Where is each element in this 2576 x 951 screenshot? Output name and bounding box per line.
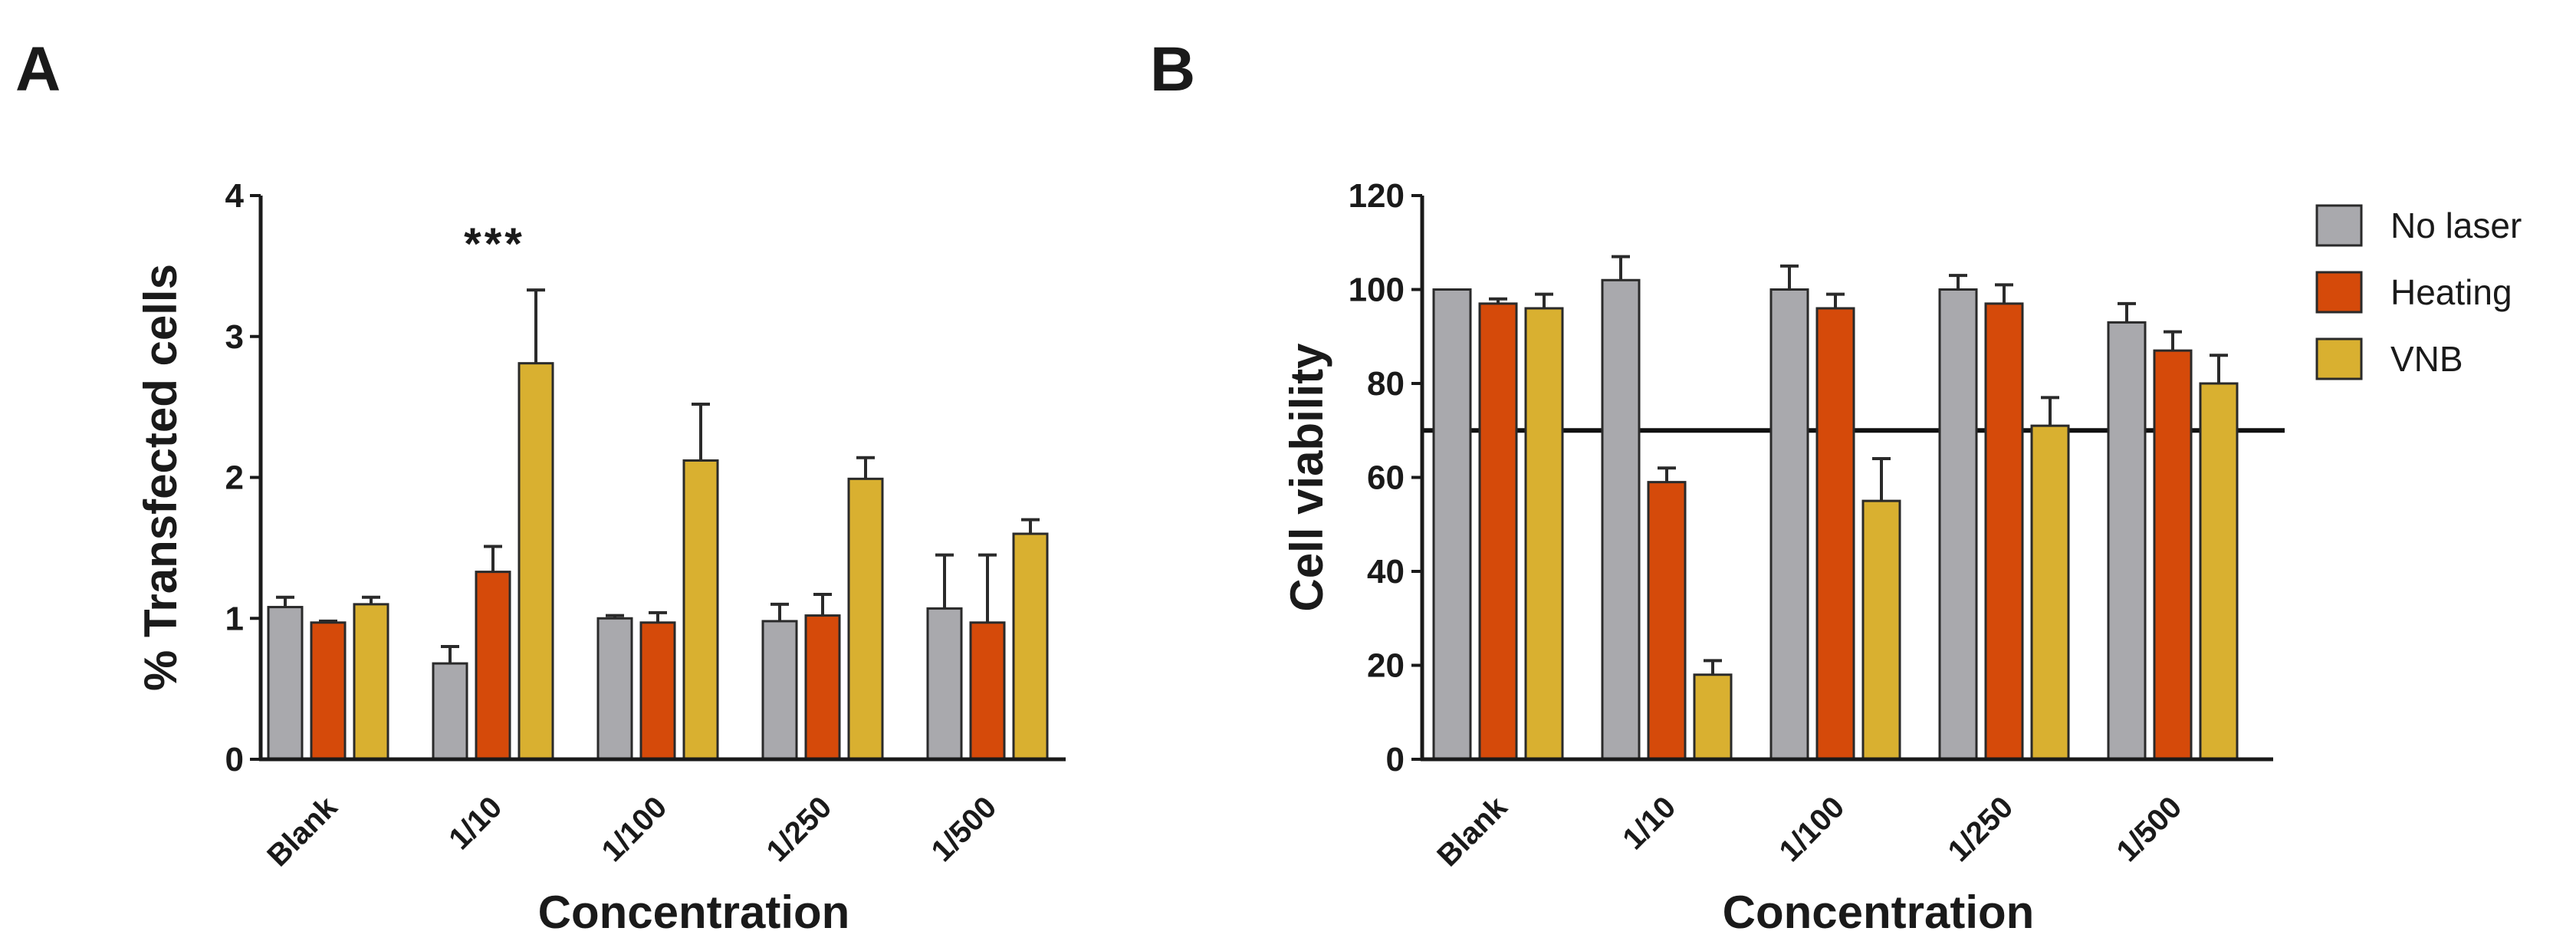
y-tick-label-3: 3 [225,318,244,356]
y-tick-label-100: 100 [1349,271,1405,309]
bar-vnb-1-500 [2199,382,2239,761]
bar-no-laser-1-100 [1769,288,1809,761]
x-tick-label-1-500: 1/500 [925,790,1003,868]
bar-no-laser-1-10 [1601,278,1641,761]
significance-marker-1-10: *** [464,219,525,269]
bar-heating-1-250 [804,614,841,761]
bar-vnb-1-250 [2030,424,2070,761]
y-tick-label-40: 40 [1367,553,1405,591]
bar-heating-1-500 [969,621,1006,761]
bar-vnb-blank [1524,307,1564,761]
y-tick-label-4: 4 [225,177,245,215]
legend-swatch-heating [2315,271,2363,314]
legend-label-heating: Heating [2390,272,2512,312]
bar-heating-1-250 [1984,302,2024,761]
x-axis-title: Concentration [538,887,850,938]
x-tick-label-blank: Blank [1431,790,1514,874]
bar-no-laser-blank [267,606,304,761]
bar-no-laser-1-500 [926,607,963,761]
bar-heating-blank [1478,302,1518,761]
panel-label-a: A [15,35,61,104]
x-tick-label-1-250: 1/250 [1941,790,2019,868]
x-tick-label-1-100: 1/100 [1773,790,1851,868]
bar-heating-blank [310,621,347,761]
bar-vnb-1-250 [847,477,884,761]
bar-vnb-1-500 [1012,532,1049,761]
bar-vnb-1-10 [518,362,554,761]
bar-heating-1-10 [475,571,511,761]
bar-no-laser-1-100 [596,617,633,761]
legend: No laser Heating VNB [2315,204,2522,380]
x-tick-label-blank: Blank [261,790,344,874]
bar-no-laser-1-250 [1938,288,1978,761]
bar-no-laser-1-500 [2107,321,2147,761]
y-tick-label-60: 60 [1367,459,1405,497]
legend-label-no-laser: No laser [2390,206,2522,245]
y-tick-label-0: 0 [225,741,244,778]
x-tick-label-1-500: 1/500 [2110,790,2188,868]
bar-heating-1-100 [639,621,676,761]
x-axis-title: Concentration [1723,887,2035,938]
x-tick-label-1-250: 1/250 [760,790,838,868]
y-tick-label-20: 20 [1367,647,1405,685]
bar-heating-1-100 [1815,307,1855,761]
legend-swatch-no-laser [2315,204,2363,247]
x-tick-label-1-10: 1/10 [442,790,508,856]
bar-heating-1-10 [1647,481,1687,761]
x-tick-label-1-100: 1/100 [595,790,673,868]
legend-swatch-vnb [2315,337,2363,380]
y-tick-label-1: 1 [225,600,244,637]
y-axis-title: Cell viability [1281,343,1332,612]
bar-vnb-1-100 [682,459,719,761]
y-tick-label-0: 0 [1386,741,1405,778]
chart-a-transfected-cells: Blank 1/10 1/100 1/250 1/500 0 1 2 3 4 % Transfect… [135,177,1066,938]
chart-b-cell-viability: Blank 1/10 1/100 1/250 1/500 0 20 40 60 80 100 120 C… [1281,177,2285,938]
bar-no-laser-1-10 [432,662,468,761]
panel-label-b: B [1150,35,1195,104]
bar-vnb-blank [353,603,389,761]
y-axis-title: % Transfected cells [135,264,186,691]
x-tick-label-1-10: 1/10 [1616,790,1682,856]
bar-vnb-1-10 [1693,673,1733,761]
bar-no-laser-blank [1432,288,1472,761]
bar-no-laser-1-250 [761,620,798,761]
bar-heating-1-500 [2153,349,2193,761]
legend-label-vnb: VNB [2390,339,2463,379]
y-tick-label-2: 2 [225,459,244,497]
bar-vnb-1-100 [1861,499,1901,761]
y-tick-label-80: 80 [1367,365,1405,403]
y-tick-label-120: 120 [1349,177,1405,215]
